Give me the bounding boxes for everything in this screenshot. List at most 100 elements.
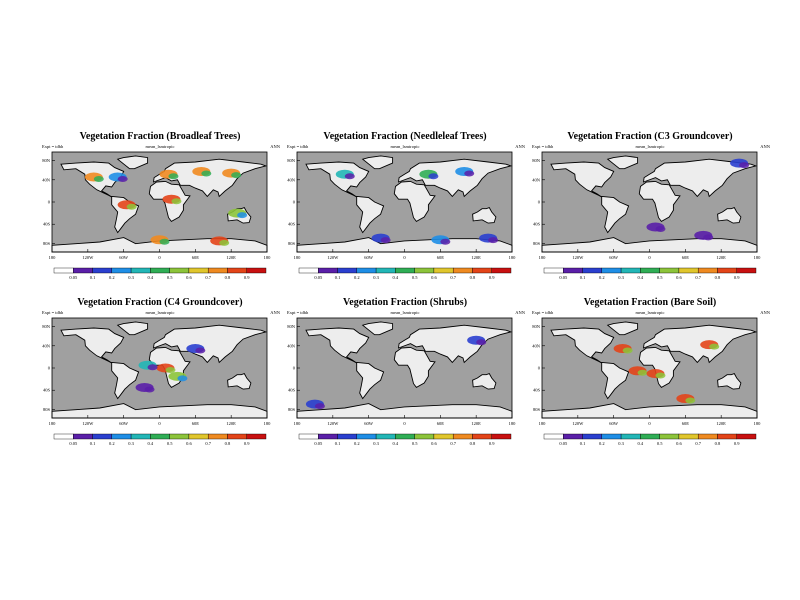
colorbar-swatch: [246, 433, 267, 440]
y-tick-label: 40S: [43, 388, 51, 393]
vegetation-patch: [371, 233, 391, 244]
vegetation-patch: [138, 360, 158, 371]
map-plot: 80N 40N 0 40S 80S 180 120W 60W 0 60E 120E 180: [287, 317, 516, 426]
colorbar-label: 0.05: [559, 275, 568, 280]
colorbar-swatch: [92, 433, 113, 440]
colorbar-swatch: [130, 433, 151, 440]
map-plot: 80N 40N 0 40S 80S 180 120W 60W 0 60E 120E 180: [287, 151, 517, 260]
colorbar-swatch: [472, 267, 492, 274]
colorbar-label: 0.1: [580, 441, 586, 446]
x-tick-label: 0: [158, 421, 161, 426]
vegetation-patch: [186, 344, 206, 354]
colorbar-swatch: [659, 267, 680, 274]
y-tick-label: 0: [48, 366, 51, 371]
chart-title: Vegetation Fraction (Needleleaf Trees): [323, 131, 487, 142]
colorbar-swatch: [620, 267, 641, 274]
colorbar-swatch: [452, 267, 473, 274]
patch-edge: [440, 238, 451, 245]
y-tick-label: 40S: [533, 388, 541, 393]
x-tick-label: 60E: [437, 421, 445, 426]
panel-broadleaf-trees: Vegetation Fraction (Broadleaf Trees) Ex…: [40, 131, 280, 321]
colorbar-swatch: [73, 433, 93, 440]
patch-edge: [709, 343, 720, 350]
landmass-antarctica: [541, 403, 758, 419]
y-tick-label: 80S: [288, 407, 296, 412]
colorbar-swatch: [736, 433, 757, 440]
x-tick-label: 60W: [119, 421, 128, 426]
patch-edge: [476, 339, 487, 346]
vegetation-patch: [135, 382, 155, 393]
colorbar-swatch: [111, 267, 132, 274]
y-tick-label: 80N: [42, 158, 51, 163]
patch-edge: [231, 172, 242, 179]
x-tick-label: 180: [49, 255, 57, 260]
colorbar-swatch: [188, 267, 209, 274]
colorbar-label: 0.8: [470, 441, 476, 446]
patch-edge: [171, 198, 182, 205]
y-tick-label: 40S: [288, 222, 296, 227]
x-tick-label: 120E: [471, 421, 481, 426]
landmass-samerica: [356, 361, 385, 400]
y-tick-label: 40S: [43, 222, 51, 227]
y-tick-label: 40N: [287, 177, 296, 182]
colorbar-swatch: [678, 433, 699, 440]
vegetation-patch: [730, 158, 750, 169]
x-tick-label: 180: [294, 255, 302, 260]
patch-edge: [464, 170, 475, 177]
landmass-africa: [638, 346, 681, 388]
landmass-australia: [717, 373, 742, 390]
colorbar-label: 0.2: [109, 275, 115, 280]
colorbar-label: 0.6: [676, 275, 682, 280]
colorbar-label: 0.5: [167, 275, 173, 280]
patch-edge: [195, 347, 206, 354]
vegetation-patch: [613, 344, 633, 354]
vegetation-patch: [117, 200, 137, 210]
y-tick-label: 40N: [287, 343, 296, 348]
colorbar-swatch: [678, 267, 699, 274]
colorbar-swatch: [73, 267, 93, 274]
model-label: mean_lsmtropic: [145, 310, 175, 315]
landmass-samerica: [601, 195, 630, 234]
colorbar-swatch: [563, 433, 583, 440]
landmass-antarctica: [296, 403, 513, 419]
y-tick-label: 40N: [42, 177, 51, 182]
landmass-greenland: [361, 155, 394, 170]
panel-c3-groundcover: Vegetation Fraction (C3 Groundcover) Exp…: [530, 131, 770, 321]
vegetation-patch: [467, 335, 487, 346]
vegetation-patch: [700, 340, 720, 350]
colorbar-label: 0.5: [657, 275, 663, 280]
x-tick-label: 180: [509, 255, 517, 260]
y-tick-label: 80S: [533, 241, 541, 246]
colorbar-label: 0.4: [638, 275, 644, 280]
patch-edge: [93, 176, 104, 182]
experiment-label: Expt = tdbh: [532, 310, 554, 315]
chart-title: Vegetation Fraction (C4 Groundcover): [77, 297, 243, 308]
y-tick-label: 40S: [288, 388, 296, 393]
x-tick-label: 180: [264, 421, 272, 426]
colorbar-label: 0.3: [373, 275, 379, 280]
patch-edge: [488, 237, 499, 244]
panel-shrubs: Vegetation Fraction (Shrubs) Expt = tdbh…: [285, 297, 525, 487]
map-plot: 80N 40N 0 40S 80S 180 120W 60W 0 60E 120E 180: [42, 317, 272, 426]
landmass-africa: [393, 180, 436, 222]
colorbar-label: 0.3: [373, 441, 379, 446]
y-tick-label: 40N: [42, 343, 51, 348]
colorbar-swatch: [111, 433, 132, 440]
colorbar-swatch: [414, 267, 435, 274]
x-tick-label: 60E: [192, 421, 200, 426]
colorbar-swatch: [246, 267, 267, 274]
colorbar-label: 0.9: [244, 441, 250, 446]
colorbar-label: 0.6: [186, 441, 192, 446]
landmass-australia: [227, 373, 252, 390]
landmass-namerica: [60, 327, 125, 364]
colorbar-label: 0.2: [109, 441, 115, 446]
colorbar-swatch: [150, 433, 170, 440]
colorbar-swatch: [298, 267, 319, 274]
x-tick-label: 60E: [437, 255, 445, 260]
colorbar-label: 0.9: [734, 441, 740, 446]
patch-edge: [380, 237, 391, 244]
chart-title: Vegetation Fraction (Broadleaf Trees): [79, 131, 241, 142]
colorbar-label: 0.1: [90, 441, 96, 446]
patch-edge: [655, 226, 666, 232]
patch-edge: [159, 238, 170, 245]
